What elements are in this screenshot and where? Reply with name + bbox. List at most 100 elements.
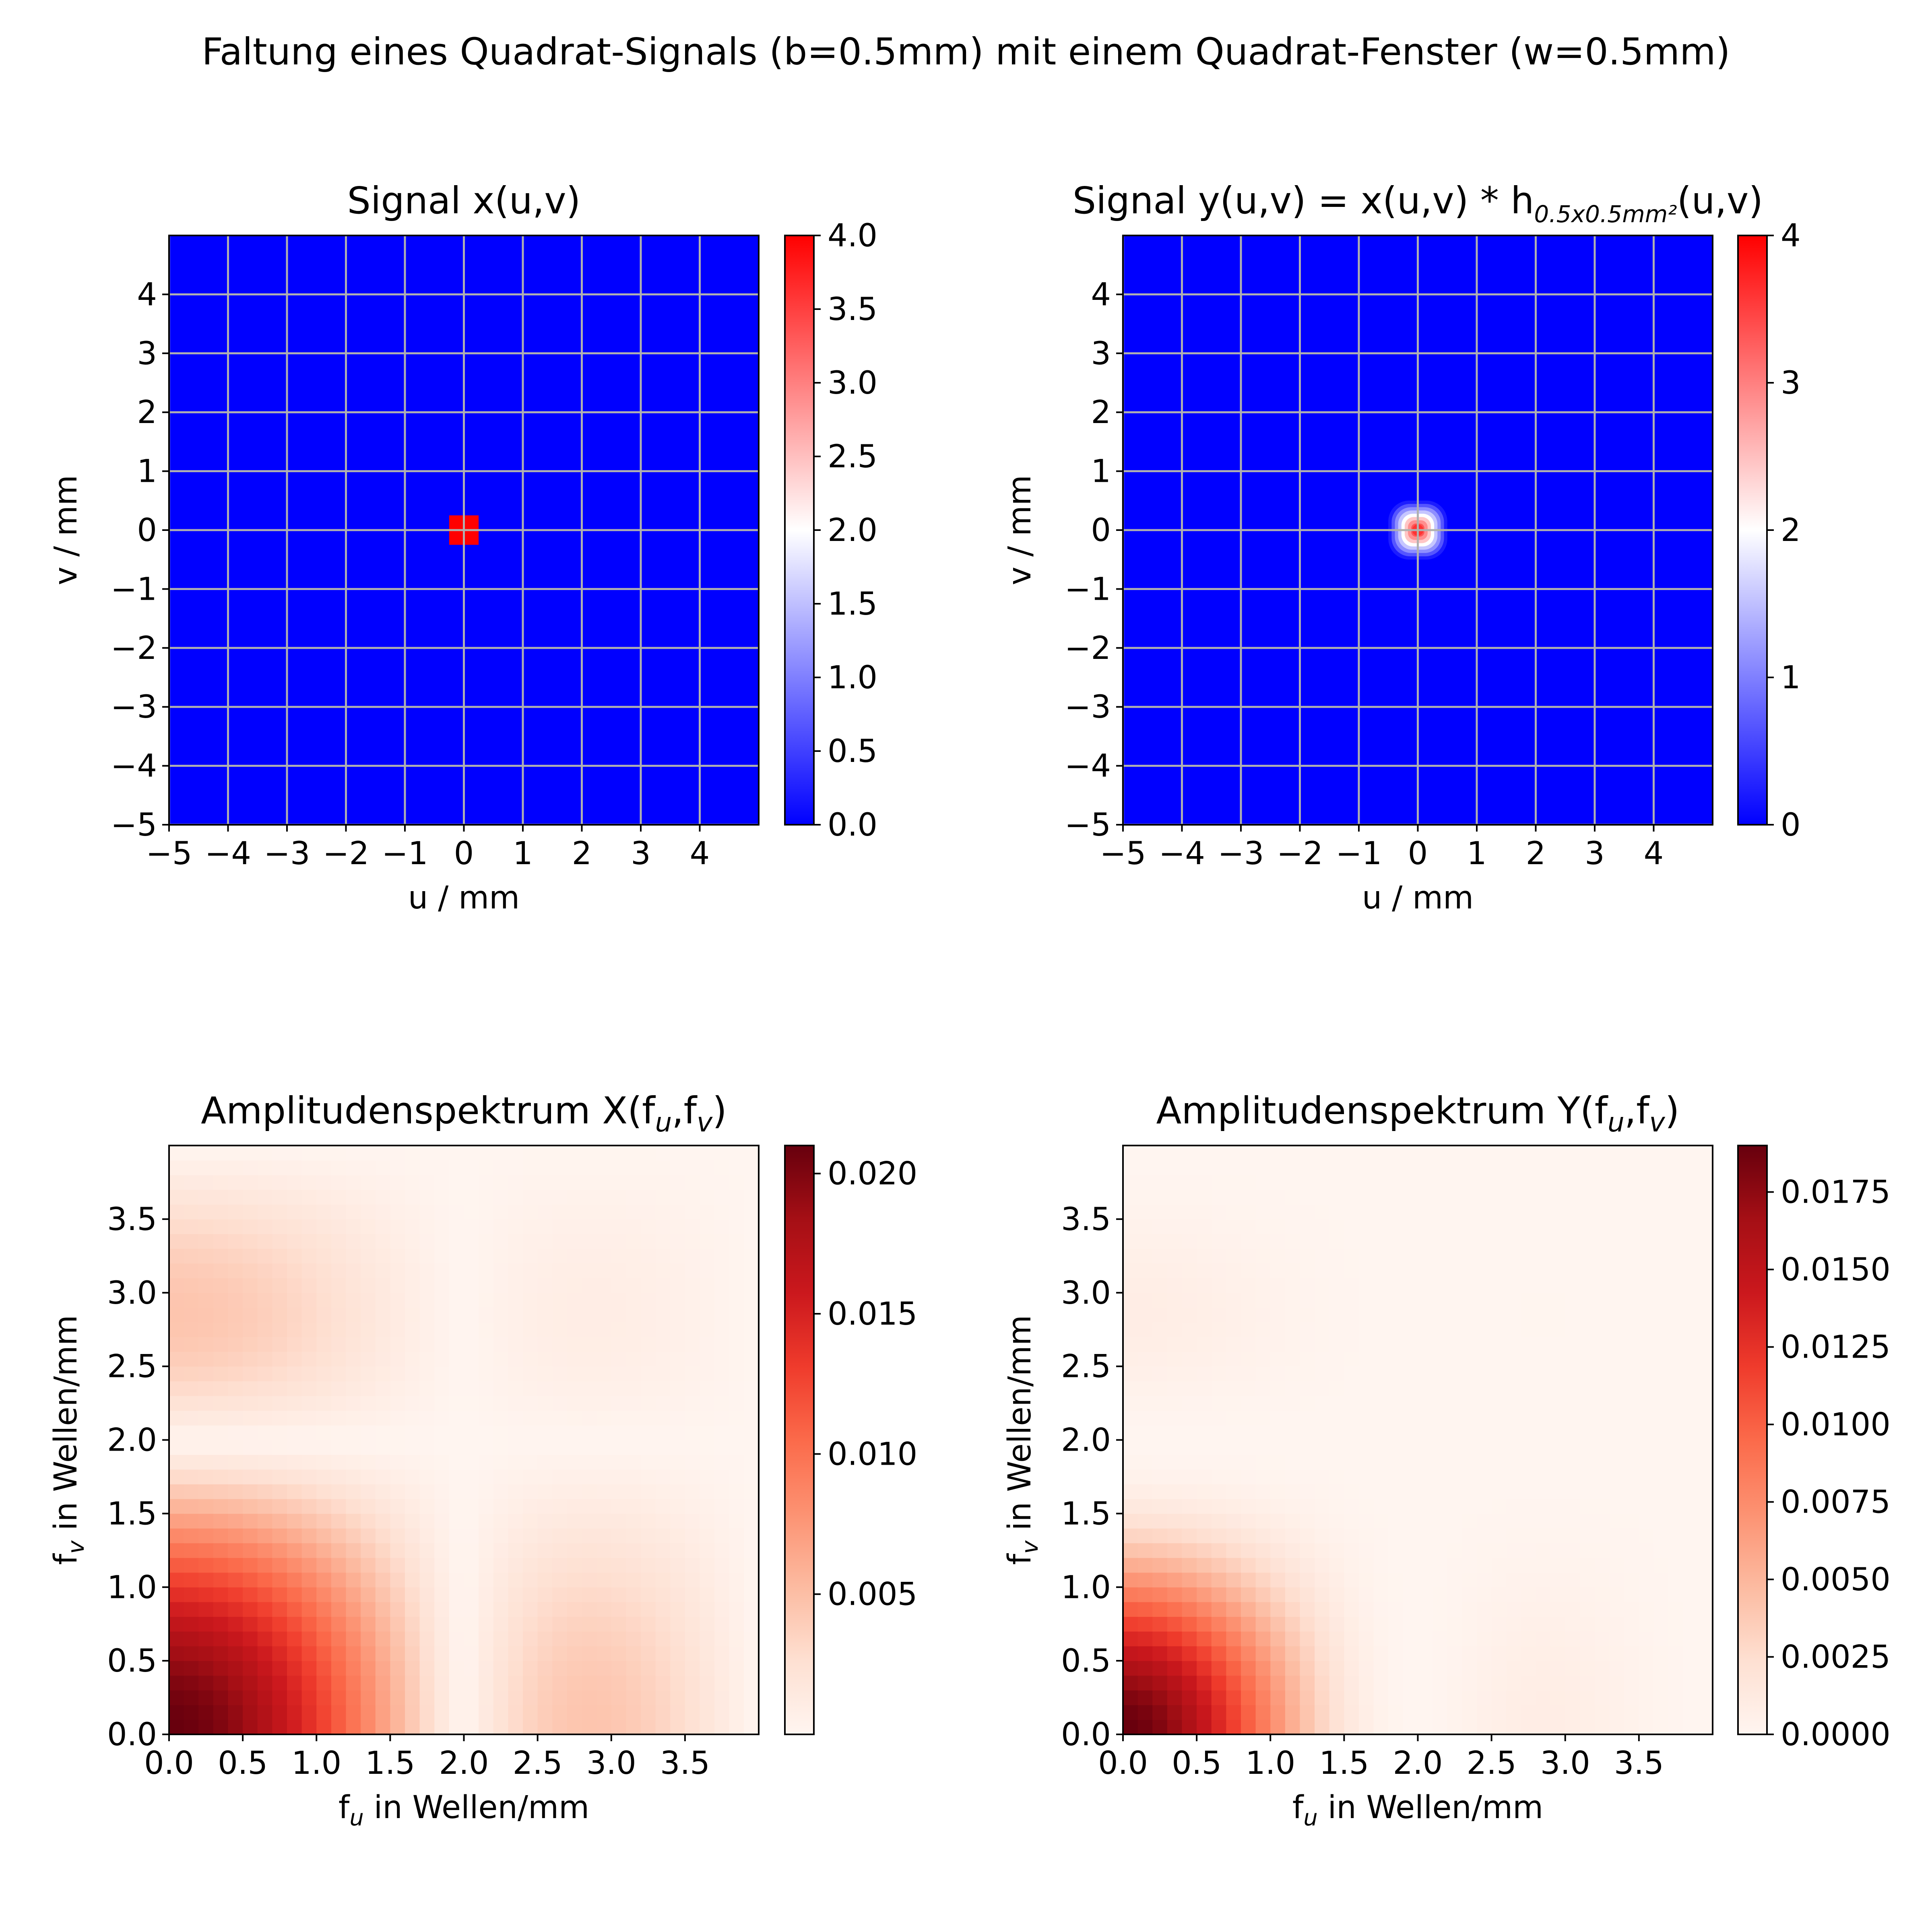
spectrum-x-cell [346, 1513, 361, 1529]
spectrum-x-cell [582, 1352, 597, 1367]
spectrum-y-cell [1359, 1249, 1374, 1264]
spectrum-y-cell [1536, 1675, 1551, 1690]
spectrum-x-cell [243, 1616, 258, 1632]
spectrum-y-cell [1506, 1278, 1521, 1293]
spectrum-y-cell [1123, 1675, 1138, 1690]
spectrum-x-ytick-label: 3.5 [107, 1201, 157, 1238]
spectrum-y-cell [1447, 1469, 1462, 1484]
spectrum-x-cell [714, 1616, 730, 1632]
spectrum-y-cell [1653, 1469, 1669, 1484]
spectrum-x-cell [257, 1675, 272, 1690]
spectrum-y-cell [1137, 1278, 1153, 1293]
spectrum-y-cell [1639, 1160, 1654, 1175]
spectrum-y-cell [1609, 1322, 1624, 1338]
spectrum-y-cell [1506, 1455, 1521, 1470]
spectrum-y-cell [1285, 1160, 1300, 1175]
spectrum-y-cell [1565, 1631, 1580, 1647]
spectrum-y-cell [1270, 1395, 1286, 1411]
spectrum-y-cell [1359, 1278, 1374, 1293]
spectrum-y-cell [1137, 1292, 1153, 1308]
spectrum-y-cell [1152, 1322, 1168, 1338]
spectrum-y-cell [1329, 1160, 1344, 1175]
spectrum-y-cell [1359, 1263, 1374, 1278]
spectrum-y-xtick-label: 0.0 [1098, 1745, 1148, 1781]
spectrum-x-cell [700, 1690, 715, 1705]
spectrum-x-cell [582, 1189, 597, 1205]
spectrum-y-cell [1197, 1175, 1212, 1190]
spectrum-y-cell [1580, 1189, 1595, 1205]
spectrum-y-cell [1609, 1234, 1624, 1249]
spectrum-y-cell [1595, 1292, 1610, 1308]
spectrum-x-cell [331, 1455, 347, 1470]
signal-y-ytick-label: 1 [1091, 454, 1111, 490]
spectrum-x-cell [714, 1719, 730, 1734]
spectrum-y-cell [1624, 1249, 1639, 1264]
spectrum-x-cell [641, 1249, 656, 1264]
spectrum-x-cell [169, 1661, 184, 1676]
spectrum-x-cell [449, 1278, 464, 1293]
spectrum-x-cell [361, 1381, 376, 1396]
spectrum-y-cell [1300, 1337, 1315, 1352]
spectrum-x-xtick-label: 0.0 [144, 1745, 194, 1781]
spectrum-x-cell [552, 1690, 568, 1705]
signal-x-colorbar-tick-label: 3.0 [828, 365, 877, 401]
spectrum-y-cell [1668, 1234, 1684, 1249]
spectrum-y-cell [1315, 1395, 1330, 1411]
signal-x-xtick-label: −5 [146, 836, 192, 872]
spectrum-y-cell [1550, 1146, 1566, 1161]
spectrum-y-cell [1683, 1425, 1698, 1441]
spectrum-x-cell [434, 1381, 450, 1396]
spectrum-y-cell [1241, 1455, 1256, 1470]
spectrum-x-cell [582, 1322, 597, 1338]
spectrum-x-cell [714, 1234, 730, 1249]
spectrum-x-cell [626, 1484, 641, 1499]
spectrum-x-cell [597, 1381, 612, 1396]
spectrum-x-cell [479, 1337, 494, 1352]
spectrum-y-cell [1373, 1322, 1389, 1338]
spectrum-y-cell [1683, 1352, 1698, 1367]
spectrum-y-cell [1565, 1410, 1580, 1426]
spectrum-x-cell [552, 1719, 568, 1734]
spectrum-x-cell [346, 1572, 361, 1587]
spectrum-x-cell [729, 1558, 744, 1573]
spectrum-y-cell [1226, 1719, 1241, 1734]
spectrum-x-cell [714, 1587, 730, 1602]
spectrum-x-cell [346, 1440, 361, 1455]
spectrum-x-title: Amplitudenspektrum X(fu,fv) [201, 1089, 727, 1138]
spectrum-x-cell [169, 1602, 184, 1617]
spectrum-x-cell [243, 1631, 258, 1647]
spectrum-y-cell [1609, 1661, 1624, 1676]
signal-x-colorbar-tick-label: 0.0 [828, 807, 877, 843]
spectrum-y-cell [1403, 1234, 1418, 1249]
spectrum-x-cell [729, 1292, 744, 1308]
spectrum-y-cell [1624, 1219, 1639, 1234]
spectrum-x-cell [523, 1675, 538, 1690]
spectrum-x-cell [582, 1292, 597, 1308]
spectrum-y-cell [1683, 1719, 1698, 1734]
spectrum-x-cell [419, 1587, 435, 1602]
spectrum-x-cell [331, 1705, 347, 1720]
spectrum-x-cell [228, 1469, 243, 1484]
spectrum-y-cell [1698, 1587, 1713, 1602]
spectrum-y-cell [1609, 1337, 1624, 1352]
spectrum-y-cell [1182, 1337, 1197, 1352]
spectrum-y-cell [1462, 1675, 1477, 1690]
spectrum-x-cell [287, 1469, 302, 1484]
spectrum-y-cell [1595, 1263, 1610, 1278]
spectrum-y-cell [1447, 1234, 1462, 1249]
spectrum-x-cell [434, 1366, 450, 1381]
spectrum-x-cell [316, 1249, 332, 1264]
spectrum-x-cell [243, 1543, 258, 1558]
spectrum-x-cell [434, 1234, 450, 1249]
spectrum-x-cell [744, 1455, 759, 1470]
spectrum-x-cell [493, 1499, 508, 1514]
spectrum-y-cell [1432, 1499, 1448, 1514]
spectrum-x-cell [641, 1366, 656, 1381]
spectrum-y-cell [1653, 1455, 1669, 1470]
spectrum-y-cell [1462, 1631, 1477, 1647]
spectrum-x-cell [552, 1572, 568, 1587]
spectrum-x-cell [479, 1675, 494, 1690]
spectrum-y-cell [1521, 1690, 1536, 1705]
spectrum-y-cell [1683, 1322, 1698, 1338]
